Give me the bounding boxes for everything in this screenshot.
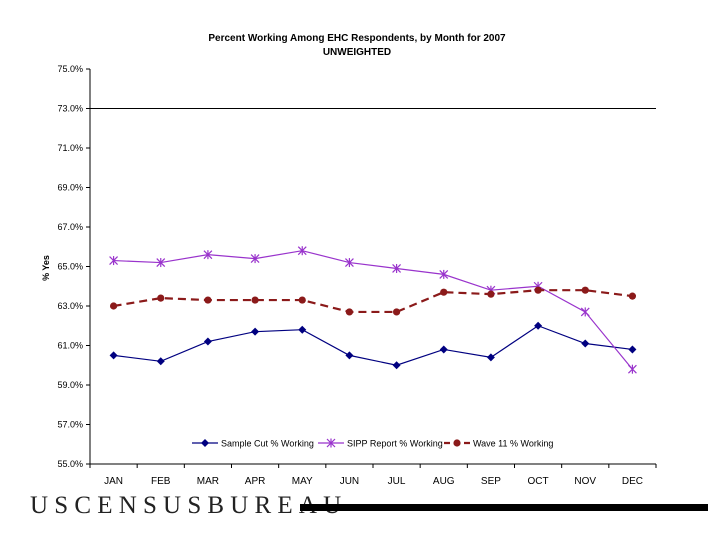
- x-tick-label: NOV: [574, 476, 596, 487]
- line-chart: Percent Working Among EHC Respondents, b…: [41, 33, 657, 487]
- y-tick-label: 65.0%: [57, 262, 83, 272]
- data-point: [534, 286, 542, 294]
- data-point: [203, 337, 212, 346]
- data-point: [581, 339, 590, 348]
- data-point: [440, 288, 448, 296]
- series-line: [113, 289, 633, 314]
- data-point: [251, 296, 259, 304]
- data-point: [298, 325, 307, 334]
- series-layer: [109, 246, 637, 374]
- data-point: [628, 292, 637, 300]
- y-tick-label: 61.0%: [57, 341, 83, 351]
- data-point: [156, 357, 165, 366]
- data-point: [203, 250, 213, 260]
- series-line: [113, 325, 633, 366]
- data-point: [345, 351, 354, 360]
- y-tick-label: 73.0%: [57, 104, 83, 114]
- data-point: [109, 256, 119, 266]
- footer: USCENSUSBUREAU: [30, 492, 710, 522]
- y-tick-label: 63.0%: [57, 301, 83, 311]
- y-tick-label: 71.0%: [57, 143, 83, 153]
- chart-title: Percent Working Among EHC Respondents, b…: [208, 33, 506, 44]
- data-point: [344, 258, 354, 268]
- data-point: [392, 361, 401, 370]
- data-point: [628, 345, 637, 354]
- data-point: [251, 327, 260, 336]
- y-tick-label: 67.0%: [57, 222, 83, 232]
- x-tick-label: MAR: [197, 476, 219, 487]
- data-point: [109, 302, 118, 310]
- legend-label: Wave 11 % Working: [473, 439, 553, 449]
- y-tick-label: 59.0%: [57, 380, 83, 390]
- chart-axes: 55.0% 57.0% 59.0% 61.0% 63.0% 65.0% 67.0% 69.0%…: [57, 64, 657, 487]
- data-point: [392, 308, 401, 316]
- x-tick-label: OCT: [528, 476, 549, 487]
- x-tick-label: MAY: [292, 476, 313, 487]
- data-point: [486, 353, 495, 362]
- y-tick-label: 55.0%: [57, 459, 83, 469]
- data-point: [345, 308, 354, 316]
- y-axis-label: % Yes: [41, 255, 51, 281]
- footer-bar: [300, 504, 708, 511]
- series-line: [113, 250, 633, 370]
- data-point: [201, 439, 209, 447]
- census-bureau-logo: USCENSUSBUREAU: [30, 492, 348, 519]
- x-tick-label: DEC: [622, 476, 643, 487]
- y-tick-label: 57.0%: [57, 420, 83, 430]
- data-point: [298, 296, 306, 304]
- data-point: [487, 290, 495, 298]
- legend-item: Sample Cut % Working: [192, 439, 314, 449]
- data-point: [157, 294, 165, 302]
- legend-item: SIPP Report % Working: [318, 438, 443, 449]
- series-wave-11-working: [109, 286, 637, 316]
- data-point: [326, 438, 336, 448]
- legend-item: Wave 11 % Working: [444, 439, 553, 449]
- x-tick-label: JAN: [104, 476, 123, 487]
- y-tick-label: 69.0%: [57, 183, 83, 193]
- data-point: [297, 246, 307, 256]
- chart-subtitle: UNWEIGHTED: [323, 47, 391, 58]
- series-sample-cut-working: [109, 321, 637, 370]
- data-point: [204, 296, 212, 304]
- x-tick-label: AUG: [433, 476, 455, 487]
- data-point: [250, 254, 260, 264]
- x-tick-label: SEP: [481, 476, 501, 487]
- data-point: [439, 269, 449, 279]
- data-point: [580, 307, 590, 317]
- data-point: [453, 439, 461, 447]
- legend-label: SIPP Report % Working: [347, 439, 443, 449]
- data-point: [534, 321, 543, 330]
- data-point: [109, 351, 118, 360]
- x-tick-label: FEB: [151, 476, 171, 487]
- x-tick-label: JUN: [340, 476, 359, 487]
- chart-legend: Sample Cut % Working SIPP Report % Workin…: [192, 438, 553, 449]
- x-tick-label: JUL: [388, 476, 406, 487]
- data-point: [439, 345, 448, 354]
- data-point: [156, 258, 166, 268]
- x-tick-label: APR: [245, 476, 266, 487]
- data-point: [581, 286, 589, 294]
- legend-label: Sample Cut % Working: [221, 439, 314, 449]
- y-tick-label: 75.0%: [57, 64, 83, 74]
- data-point: [392, 263, 402, 273]
- series-sipp-report-working: [109, 246, 637, 374]
- data-point: [627, 364, 637, 374]
